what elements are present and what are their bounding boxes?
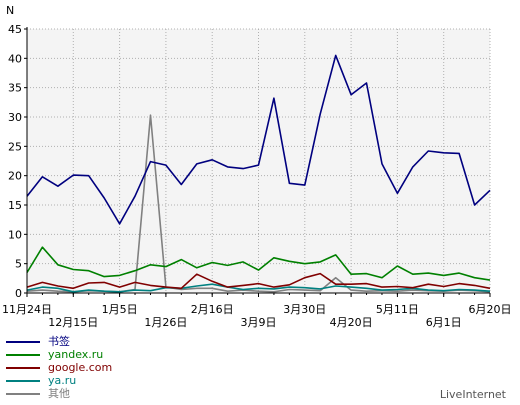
x-tick-label: 12月15日: [48, 316, 98, 329]
x-tick-label: 1月26日: [144, 316, 187, 329]
watermark: LiveInternet: [439, 388, 506, 401]
y-tick-label: 35: [8, 82, 22, 95]
y-axis-label: N: [6, 4, 14, 17]
x-tick-label: 3月30日: [283, 303, 326, 316]
y-tick-label: 25: [8, 140, 22, 153]
legend-label: ya.ru: [48, 374, 77, 387]
legend-item: 其他: [6, 387, 112, 400]
legend-swatch: [6, 353, 40, 356]
chart-legend: 书签 yandex.ru google.com ya.ru 其他: [6, 335, 112, 400]
y-tick-label: 0: [15, 287, 22, 300]
legend-label: 其他: [48, 387, 70, 400]
x-tick-label: 6月20日: [469, 303, 512, 316]
legend-item: 书签: [6, 335, 112, 348]
legend-item: yandex.ru: [6, 348, 112, 361]
legend-item: google.com: [6, 361, 112, 374]
y-tick-label: 40: [8, 52, 22, 65]
legend-label: google.com: [48, 361, 113, 374]
legend-swatch: [6, 392, 40, 395]
legend-label: yandex.ru: [48, 348, 104, 361]
x-tick-label: 3月9日: [241, 316, 277, 329]
x-tick-label: 6月1日: [426, 316, 462, 329]
x-tick-label: 2月16日: [191, 303, 234, 316]
x-tick-label: 1月5日: [102, 303, 138, 316]
y-tick-label: 15: [8, 199, 22, 212]
x-tick-label: 5月11日: [376, 303, 419, 316]
legend-swatch: [6, 340, 40, 343]
legend-item: ya.ru: [6, 374, 112, 387]
y-tick-label: 5: [15, 258, 22, 271]
legend-swatch: [6, 366, 40, 369]
x-tick-label: 4月20日: [330, 316, 373, 329]
series-line-书签: [26, 54, 491, 225]
y-tick-label: 30: [8, 111, 22, 124]
y-tick-label: 45: [8, 23, 22, 36]
legend-label: 书签: [48, 335, 70, 348]
y-tick-label: 10: [8, 228, 22, 241]
legend-swatch: [6, 379, 40, 382]
y-tick-label: 20: [8, 170, 22, 183]
series-line-google.com: [26, 272, 491, 290]
x-tick-label: 11月24日: [2, 303, 52, 316]
series-line-yandex.ru: [26, 246, 491, 281]
